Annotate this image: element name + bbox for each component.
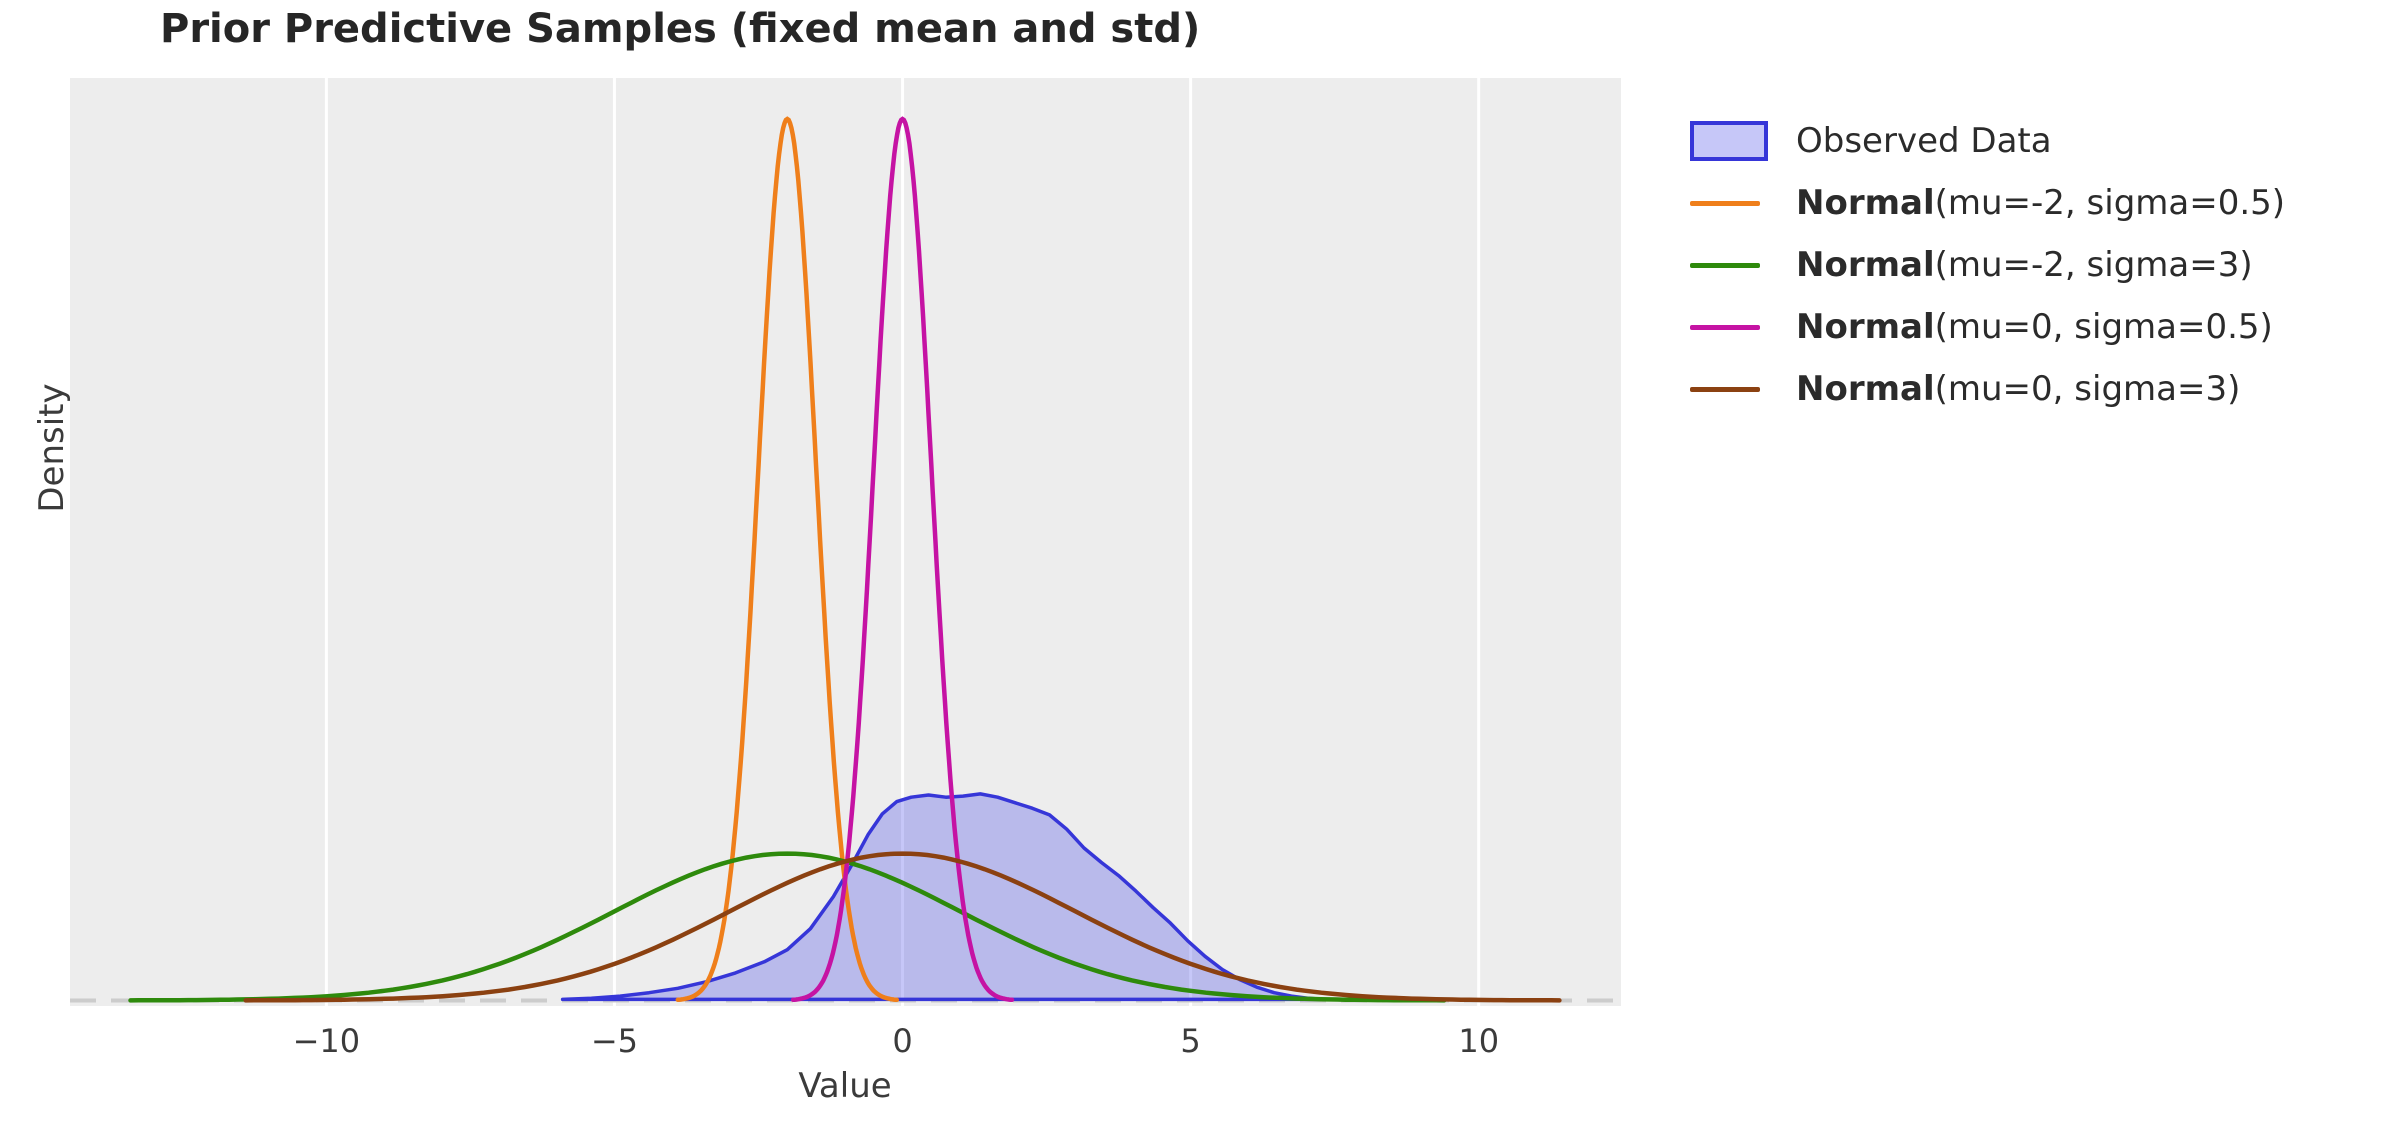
legend-swatch-cell (1690, 121, 1768, 161)
normal-pdf-curve-0 (675, 116, 900, 1003)
normal-pdf-curve-1 (128, 851, 1447, 1003)
observed-data-kde-area (560, 792, 1325, 1002)
x-axis-label: Value (798, 1066, 892, 1106)
legend-item-normal-mu-0-sigma-3: Normal(mu=0, sigma=3) (1690, 358, 2285, 420)
legend: Observed Data Normal(mu=-2, sigma=0.5) N… (1690, 110, 2285, 420)
observed-data-patch-icon (1690, 121, 1768, 161)
legend-item-normal-mu-0-sigma-0p5: Normal(mu=0, sigma=0.5) (1690, 296, 2285, 358)
normal-pdf-curve-3 (243, 851, 1562, 1003)
legend-swatch-cell (1690, 324, 1768, 330)
legend-label: Observed Data (1796, 121, 2052, 161)
green-line-icon (1690, 262, 1760, 268)
legend-label: Normal(mu=-2, sigma=0.5) (1796, 183, 2285, 223)
plot-area (70, 78, 1621, 1006)
y-axis-label: Density (32, 383, 72, 513)
brown-line-icon (1690, 386, 1760, 392)
x-tick-label: 5 (1180, 1022, 1201, 1060)
x-tick-label: 0 (892, 1022, 913, 1060)
legend-label: Normal(mu=-2, sigma=3) (1796, 245, 2253, 285)
legend-label-bold: Normal (1796, 307, 1935, 347)
legend-label-rest: (mu=0, sigma=0.5) (1934, 307, 2273, 347)
legend-item-observed-data: Observed Data (1690, 110, 2285, 172)
x-tick-label: 10 (1458, 1022, 1500, 1060)
legend-swatch-cell (1690, 200, 1768, 206)
density-plot (70, 78, 1621, 1006)
legend-label-bold: Normal (1796, 245, 1935, 285)
legend-label-rest: (mu=-2, sigma=0.5) (1934, 183, 2286, 223)
legend-label-rest: (mu=-2, sigma=3) (1934, 245, 2253, 285)
normal-pdf-curve-2 (790, 116, 1015, 1003)
chart-title: Prior Predictive Samples (fixed mean and… (160, 6, 1201, 52)
legend-label: Normal(mu=0, sigma=0.5) (1796, 307, 2273, 347)
legend-swatch-cell (1690, 262, 1768, 268)
legend-label-bold: Normal (1796, 183, 1935, 223)
legend-label-rest: (mu=0, sigma=3) (1934, 369, 2241, 409)
orange-line-icon (1690, 200, 1760, 206)
legend-item-normal-mu-neg2-sigma-0p5: Normal(mu=-2, sigma=0.5) (1690, 172, 2285, 234)
legend-swatch-cell (1690, 386, 1768, 392)
legend-label-bold: Normal (1796, 369, 1935, 409)
legend-label: Normal(mu=0, sigma=3) (1796, 369, 2240, 409)
legend-label-rest: Observed Data (1796, 121, 2052, 161)
magenta-line-icon (1690, 324, 1760, 330)
x-tick-label: −5 (590, 1022, 639, 1060)
x-tick-label: −10 (292, 1022, 361, 1060)
legend-item-normal-mu-neg2-sigma-3: Normal(mu=-2, sigma=3) (1690, 234, 2285, 296)
